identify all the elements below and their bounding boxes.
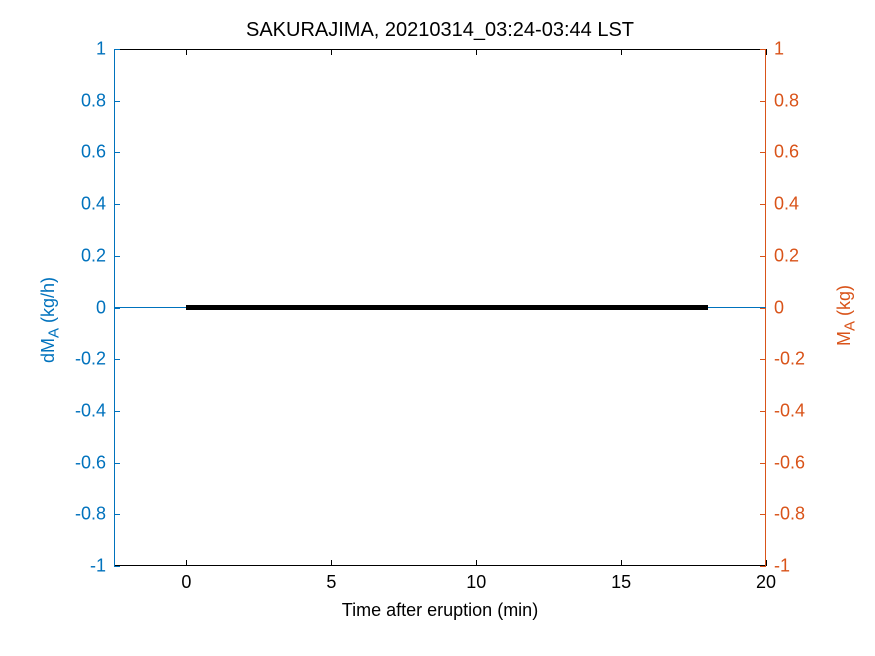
x-tick [766, 49, 767, 55]
y-right-tick-label: 1 [774, 39, 784, 60]
y-right-tick [760, 359, 766, 360]
x-tick-label: 5 [326, 572, 336, 593]
x-axis-label: Time after eruption (min) [342, 600, 538, 621]
y-axis-right-label: MA (kg) [834, 284, 859, 345]
chart-title: SAKURAJIMA, 20210314_03:24-03:44 LST [246, 19, 634, 42]
y-left-tick [114, 152, 120, 153]
y-right-tick-label: -1 [774, 556, 790, 577]
y-left-tick-label: -0.2 [75, 349, 106, 370]
x-tick [186, 49, 187, 55]
y-right-tick-label: 0.4 [774, 194, 799, 215]
y-left-label-unit: (kg/h) [38, 276, 58, 327]
y-left-tick-label: -1 [90, 556, 106, 577]
y-right-tick-label: 0.2 [774, 245, 799, 266]
x-tick [621, 560, 622, 566]
y-right-tick [760, 566, 766, 567]
y-right-tick-label: 0 [774, 297, 784, 318]
y-right-tick [760, 514, 766, 515]
y-left-tick [114, 359, 120, 360]
y-left-tick-label: 0.6 [81, 142, 106, 163]
series-line-thick [186, 305, 708, 310]
x-tick [621, 49, 622, 55]
y-left-tick-label: 0.8 [81, 90, 106, 111]
y-right-tick [760, 49, 766, 50]
axis-spine [114, 565, 766, 566]
x-tick-label: 15 [611, 572, 631, 593]
y-axis-left-label: dMA (kg/h) [38, 276, 63, 362]
x-tick [331, 560, 332, 566]
y-right-tick-label: -0.2 [774, 349, 805, 370]
y-left-tick-label: -0.4 [75, 400, 106, 421]
y-right-tick [760, 411, 766, 412]
y-left-tick-label: 0.4 [81, 194, 106, 215]
y-left-label-sub: A [46, 327, 63, 337]
y-left-tick [114, 463, 120, 464]
y-left-tick-label: -0.6 [75, 452, 106, 473]
y-left-tick [114, 101, 120, 102]
y-right-label-sub: A [842, 320, 859, 330]
axis-spine [114, 49, 766, 50]
y-right-label-main: M [834, 331, 854, 346]
y-left-tick [114, 411, 120, 412]
y-left-tick [114, 256, 120, 257]
y-left-tick-label: -0.8 [75, 504, 106, 525]
y-right-tick-label: 0.8 [774, 90, 799, 111]
y-right-tick [760, 256, 766, 257]
chart-container: SAKURAJIMA, 20210314_03:24-03:44 LST 0 5 1… [0, 0, 875, 656]
y-left-label-main: dM [38, 337, 58, 362]
x-tick-label: 20 [756, 572, 776, 593]
x-tick [766, 560, 767, 566]
y-right-tick [760, 463, 766, 464]
y-left-tick-label: 0 [96, 297, 106, 318]
y-right-tick-label: -0.6 [774, 452, 805, 473]
y-right-tick-label: -0.8 [774, 504, 805, 525]
y-right-label-unit: (kg) [834, 284, 854, 320]
y-right-tick-label: -0.4 [774, 400, 805, 421]
y-right-tick-label: 0.6 [774, 142, 799, 163]
y-left-tick-label: 1 [96, 39, 106, 60]
y-right-tick [760, 204, 766, 205]
x-tick [476, 560, 477, 566]
x-tick [186, 560, 187, 566]
y-left-tick-label: 0.2 [81, 245, 106, 266]
y-left-tick [114, 514, 120, 515]
y-left-tick [114, 566, 120, 567]
x-tick [476, 49, 477, 55]
y-left-tick [114, 204, 120, 205]
y-right-tick [760, 101, 766, 102]
x-tick-label: 10 [466, 572, 486, 593]
y-right-tick [760, 152, 766, 153]
x-tick [331, 49, 332, 55]
x-tick-label: 0 [181, 572, 191, 593]
y-left-tick [114, 49, 120, 50]
